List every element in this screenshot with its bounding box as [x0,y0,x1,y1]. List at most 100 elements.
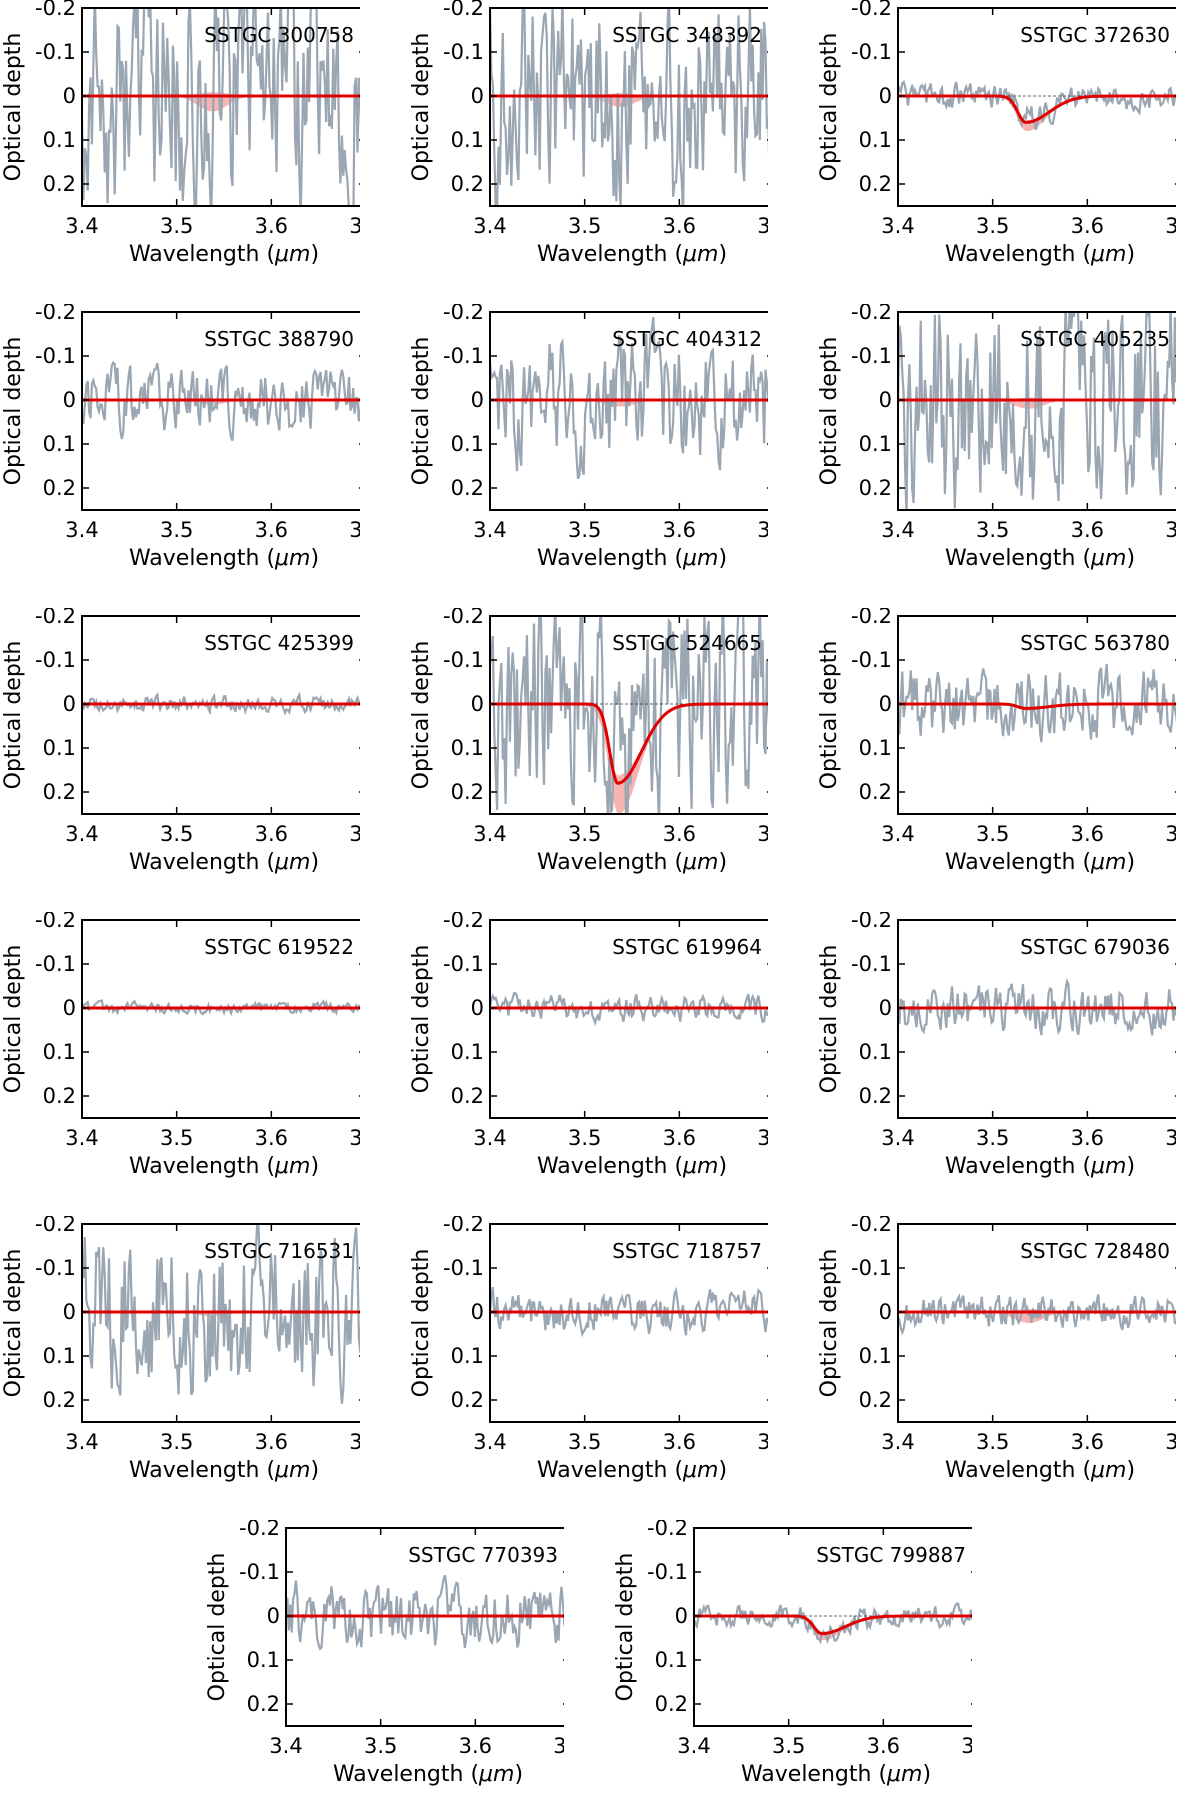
x-tick-label: 3.6 [663,214,696,238]
observed-spectrum-line [898,977,1176,1036]
y-tick-label: 0.2 [859,1084,892,1108]
y-tick-label: 0.2 [451,1084,484,1108]
plot-area [898,312,1176,510]
y-axis-label: Optical depth [817,33,842,182]
plot-area [490,1286,768,1338]
y-tick-label: 0 [675,1604,688,1628]
chart-svg: 3.4 3.5 3.6 3.7 -0.2 -0.1 0 0.1 0.2 SSTGC 405235 W… [817,304,1176,571]
plot-frame [489,311,768,511]
x-tick-label: 3.7 [757,1126,768,1150]
x-tick-label: 3.7 [757,518,768,542]
y-tick-label: 0.1 [43,736,76,760]
chart-panel: 3.4 3.5 3.6 3.7 -0.2 -0.1 0 0.1 0.2 SSTGC 728480 W… [816,1216,1176,1516]
x-tick-label: 3.7 [349,1126,360,1150]
y-axis-label: Optical depth [613,1553,638,1702]
x-axis-label: Wavelength (μm) [129,1458,319,1483]
panel-title: SSTGC 372630 [1020,23,1170,47]
x-tick-label: 3.6 [459,1734,492,1758]
x-tick-label: 3.7 [757,822,768,846]
panel-title: SSTGC 388790 [204,327,354,351]
y-tick-label: 0.2 [451,172,484,196]
x-axis-label: Wavelength (μm) [945,850,1135,875]
y-tick-label: 0.1 [43,128,76,152]
y-axis-label: Optical depth [817,1249,842,1398]
chart-panel: 3.4 3.5 3.6 3.7 -0.2 -0.1 0 0.1 0.2 SSTGC 425399 W… [0,608,360,908]
x-tick-label: 3.4 [881,822,914,846]
y-tick-label: 0 [471,1300,484,1324]
plot-area [694,1602,972,1645]
x-tick-label: 3.4 [677,1734,710,1758]
chart-panel: 3.4 3.5 3.6 3.7 -0.2 -0.1 0 0.1 0.2 SSTGC 524665 W… [408,608,768,908]
chart-panel: 3.4 3.5 3.6 3.7 -0.2 -0.1 0 0.1 0.2 SSTGC 799887 W… [612,1520,972,1820]
y-axis-label: Optical depth [817,641,842,790]
y-axis-label: Optical depth [1,33,26,182]
plot-frame [897,1223,1176,1423]
plot-frame [489,7,768,207]
y-tick-label: -0.2 [239,1520,280,1540]
x-tick-label: 3.6 [1071,214,1104,238]
chart-svg: 3.4 3.5 3.6 3.7 -0.2 -0.1 0 0.1 0.2 SSTGC 300758 W… [1,0,360,267]
x-tick-label: 3.4 [881,1430,914,1454]
y-tick-label: -0.2 [443,912,484,932]
observed-spectrum-line [898,663,1176,743]
chart-svg: 3.4 3.5 3.6 3.7 -0.2 -0.1 0 0.1 0.2 SSTGC 388790 W… [1,304,360,571]
panel-title: SSTGC 619964 [612,935,762,959]
panel-title: SSTGC 716531 [204,1239,354,1263]
y-tick-label: 0.1 [451,128,484,152]
x-tick-label: 3.7 [553,1734,564,1758]
y-tick-label: 0.1 [451,736,484,760]
x-tick-label: 3.4 [269,1734,302,1758]
panel-title: SSTGC 405235 [1020,327,1170,351]
observed-spectrum-line [898,312,1176,510]
x-tick-label: 3.5 [976,214,1009,238]
y-tick-label: 0.1 [451,432,484,456]
observed-spectrum-line [694,1602,972,1645]
y-axis-label: Optical depth [409,641,434,790]
x-tick-label: 3.5 [976,1430,1009,1454]
plot-area [490,316,768,480]
x-tick-label: 3.7 [349,1430,360,1454]
y-axis-label: Optical depth [205,1553,230,1702]
y-tick-label: 0 [879,1300,892,1324]
panel-title: SSTGC 300758 [204,23,354,47]
chart-svg: 3.4 3.5 3.6 3.7 -0.2 -0.1 0 0.1 0.2 SSTGC 563780 W… [817,608,1176,875]
plot-area [898,79,1176,132]
x-axis-label: Wavelength (μm) [129,242,319,267]
plot-frame [285,1527,564,1727]
y-tick-label: -0.2 [851,1216,892,1236]
y-tick-label: 0 [63,388,76,412]
y-tick-label: -0.2 [443,304,484,324]
x-tick-label: 3.5 [568,214,601,238]
observed-spectrum-line [286,1574,564,1651]
panel-title: SSTGC 799887 [816,1543,966,1567]
y-tick-label: 0 [471,692,484,716]
plot-area [898,977,1176,1036]
x-axis-label: Wavelength (μm) [741,1762,931,1787]
chart-panel: 3.4 3.5 3.6 3.7 -0.2 -0.1 0 0.1 0.2 SSTGC 716531 W… [0,1216,360,1516]
y-tick-label: -0.1 [35,344,76,368]
x-tick-label: 3.6 [1071,822,1104,846]
x-axis-label: Wavelength (μm) [129,850,319,875]
y-tick-label: -0.1 [443,40,484,64]
panel-title: SSTGC 425399 [204,631,354,655]
x-tick-label: 3.6 [1071,518,1104,542]
x-tick-label: 3.4 [65,822,98,846]
chart-svg: 3.4 3.5 3.6 3.7 -0.2 -0.1 0 0.1 0.2 SSTGC 718757 W… [409,1216,768,1483]
y-tick-label: 0 [879,84,892,108]
chart-svg: 3.4 3.5 3.6 3.7 -0.2 -0.1 0 0.1 0.2 SSTGC 524665 W… [409,608,768,875]
x-tick-label: 3.6 [255,518,288,542]
y-tick-label: 0 [879,388,892,412]
y-tick-label: 0.2 [43,172,76,196]
y-tick-label: 0.1 [859,736,892,760]
y-tick-label: 0.1 [43,432,76,456]
panel-title: SSTGC 524665 [612,631,762,655]
y-tick-label: -0.2 [35,1216,76,1236]
y-tick-label: 0.2 [859,1388,892,1412]
chart-svg: 3.4 3.5 3.6 3.7 -0.2 -0.1 0 0.1 0.2 SSTGC 728480 W… [817,1216,1176,1483]
plot-frame [897,311,1176,511]
y-tick-label: 0 [267,1604,280,1628]
x-tick-label: 3.5 [160,822,193,846]
y-tick-label: 0.1 [859,432,892,456]
plot-area [286,1574,564,1651]
observed-spectrum-line [898,79,1176,131]
